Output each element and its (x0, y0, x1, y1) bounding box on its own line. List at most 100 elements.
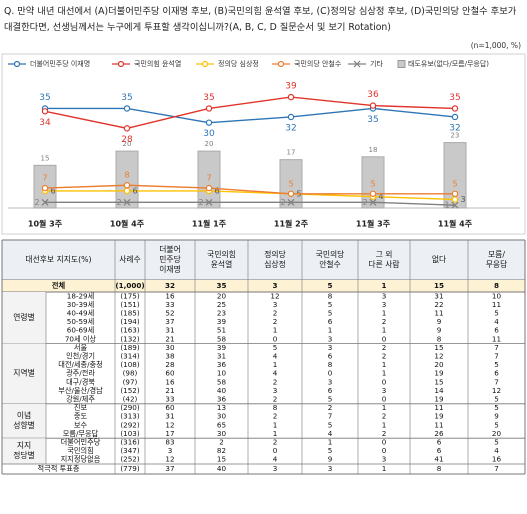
cell-value: 0 (273, 334, 278, 343)
group-label: 이념 (17, 410, 31, 420)
cell-value: 3 (382, 386, 387, 395)
data-label: 2 (34, 198, 39, 207)
row-label: 18-29세 (67, 291, 95, 300)
cell-value: 0 (382, 446, 387, 455)
cell-value: 20 (492, 429, 502, 438)
cell-value: 1 (382, 420, 387, 429)
cell-value: 5 (494, 438, 499, 447)
row-label: 대전/세종/충청 (58, 360, 103, 369)
bar (115, 150, 139, 209)
cell-value: 31 (217, 352, 226, 361)
cell-value: 10 (217, 369, 227, 378)
row-n: (151) (120, 300, 140, 309)
marker (451, 113, 459, 121)
row-n: (189) (120, 343, 140, 352)
data-label: 7 (42, 174, 47, 183)
marker (369, 102, 377, 109)
series-line (44, 96, 456, 130)
cell-value: 5 (328, 300, 333, 309)
cell-value: 31 (165, 326, 174, 335)
cell-value: 3 (273, 386, 278, 395)
row-label: 적극적 투표층 (38, 464, 80, 473)
cell-value: 2 (328, 403, 333, 412)
cell-value: 2 (219, 438, 224, 447)
cell-value: 60 (165, 403, 175, 412)
legend-marker (13, 60, 21, 68)
marker (369, 198, 377, 206)
cell-value: 9 (328, 455, 333, 464)
legend-label: 국민의당 안철수 (294, 59, 342, 68)
header-text: 정의당 (264, 249, 286, 259)
cell-value: 8 (328, 360, 333, 369)
row-n: (175) (120, 291, 140, 300)
cell-value: 40 (217, 386, 227, 395)
x-tick-label: 10월 4주 (110, 219, 145, 229)
chart-frame (1, 53, 526, 235)
cell-value: 3 (168, 446, 173, 455)
cell-value: 21 (165, 386, 174, 395)
cell-value: 3 (273, 300, 278, 309)
header-text: 국민의당 (316, 249, 345, 259)
marker (205, 198, 213, 206)
total-bg (2, 280, 525, 292)
row-label: 모름/무응답 (63, 429, 99, 438)
cell-value: 35 (216, 281, 226, 290)
row-label: 인천/경기 (66, 352, 95, 361)
row-n: (42) (123, 395, 138, 404)
row-label: 30-39세 (67, 300, 95, 309)
row-n: (292) (120, 420, 140, 429)
cell-value: 9 (437, 317, 442, 326)
legend-marker (117, 60, 125, 68)
cell-value: 0 (382, 377, 387, 386)
cell-value: 31 (165, 412, 174, 421)
cell-value: 58 (217, 334, 227, 343)
row-n: (108) (120, 360, 140, 369)
marker (123, 187, 131, 195)
cell-value: 65 (217, 420, 226, 429)
marker (41, 108, 49, 115)
cell-value: 0 (328, 369, 333, 378)
cell-value: 2 (382, 412, 387, 421)
marker (205, 119, 213, 126)
row-n: (163) (120, 326, 140, 335)
cell-value: 26 (434, 429, 444, 438)
cell-value: 15 (434, 377, 443, 386)
group-bg (2, 403, 46, 439)
row-label: 50-59세 (67, 317, 95, 326)
data-label: 36 (367, 90, 379, 100)
cell-value: 3 (273, 464, 278, 473)
cell-value: 30 (217, 412, 227, 421)
row-n: (1,000) (115, 281, 144, 290)
cell-value: 37 (165, 464, 174, 473)
data-label: 32 (449, 123, 460, 133)
cell-value: 30 (165, 343, 175, 352)
chart: (n=1,000, %) 더불어민주당 이재명 국민의힘 윤석열 정의당 심상정 국민… (1, 41, 526, 235)
cell-value: 21 (165, 334, 174, 343)
bar-value-label: 20 (123, 140, 132, 148)
cell-value: 38 (165, 352, 175, 361)
data-label: 35 (367, 115, 378, 125)
row-n: (103) (120, 429, 140, 438)
cell-value: 1 (273, 429, 278, 438)
marker (287, 93, 295, 101)
marker (287, 113, 295, 121)
marker (123, 125, 131, 132)
cell-value: 0 (382, 395, 387, 404)
cell-value: 8 (437, 334, 442, 343)
data-label: 6 (132, 186, 137, 195)
cell-value: 10 (492, 291, 502, 300)
cell-value: 1 (382, 326, 387, 335)
row-label: 지지정당없음 (61, 455, 101, 464)
cell-value: 7 (494, 377, 499, 386)
cell-value: 6 (328, 317, 333, 326)
cell-value: 33 (165, 300, 174, 309)
bar-value-label: 18 (369, 146, 378, 154)
legend-label: 더불어민주당 이재명 (30, 59, 90, 68)
cell-value: 3 (328, 464, 333, 473)
row-n: (252) (120, 455, 140, 464)
cell-value: 51 (217, 326, 226, 335)
cell-value: 33 (165, 395, 174, 404)
data-label: 8 (124, 171, 129, 180)
x-tick-label: 11월 1주 (192, 219, 227, 229)
cell-value: 20 (217, 291, 227, 300)
